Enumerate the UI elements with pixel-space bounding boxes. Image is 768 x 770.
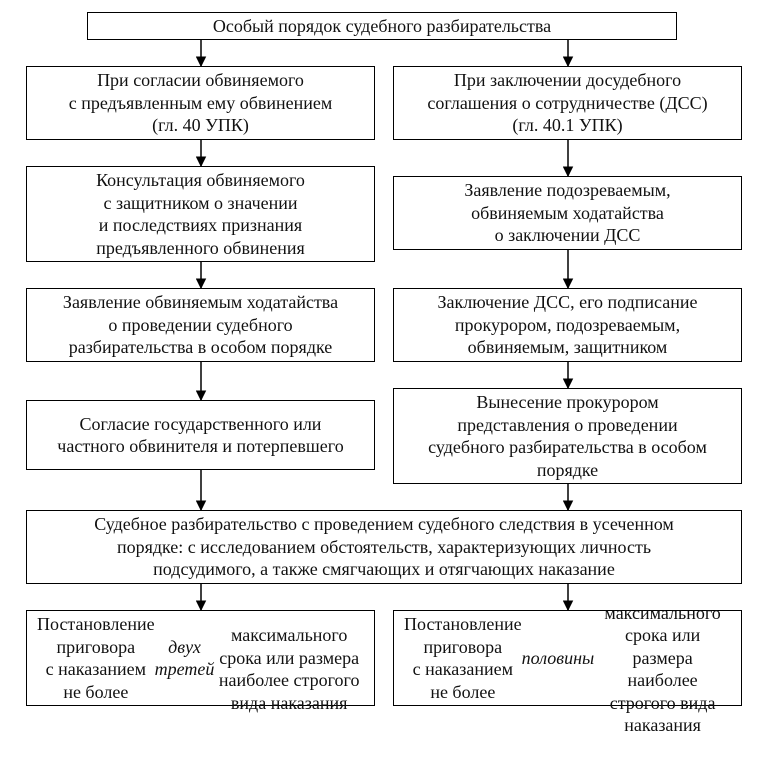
node-R2: Заявление подозреваемым,обвиняемым ходат…	[393, 176, 742, 250]
node-L5: Постановление приговорас наказанием не б…	[26, 610, 375, 706]
flowchart-canvas: Особый порядок судебного разбирательства…	[12, 12, 756, 758]
node-L1: При согласии обвиняемогос предъявленным …	[26, 66, 375, 140]
node-R5: Постановление приговорас наказанием не б…	[393, 610, 742, 706]
node-R4: Вынесение прокуроромпредставления о пров…	[393, 388, 742, 484]
node-title: Особый порядок судебного разбирательства	[87, 12, 677, 40]
node-merge: Судебное разбирательство с проведением с…	[26, 510, 742, 584]
node-L3: Заявление обвиняемым ходатайствао провед…	[26, 288, 375, 362]
node-L2: Консультация обвиняемогос защитником о з…	[26, 166, 375, 262]
node-R1: При заключении досудебногосоглашения о с…	[393, 66, 742, 140]
node-R3: Заключение ДСС, его подписаниепрокурором…	[393, 288, 742, 362]
node-L4: Согласие государственного иличастного об…	[26, 400, 375, 470]
